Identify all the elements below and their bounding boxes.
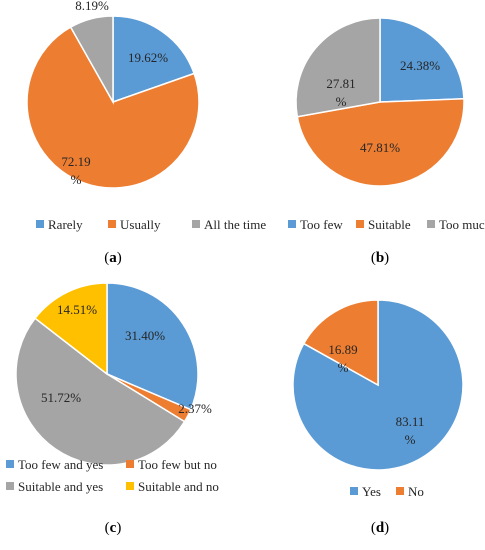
legend-d-label-1: No: [408, 484, 424, 499]
legend-c-swatch-1: [126, 460, 134, 468]
pie-a-data-label-2: 8.19%: [75, 0, 109, 13]
legend-c-label-0: Too few and yes: [18, 457, 103, 472]
legend-b-label-0: Too few: [300, 217, 343, 232]
panel-caption-d: (d): [371, 520, 389, 536]
pie-a-data-label-1: 72.19%: [61, 154, 90, 187]
legend-b-swatch-1: [356, 220, 364, 228]
pie-c-data-label-2: 51.72%: [41, 390, 81, 405]
pie-b-slice-2: [295, 17, 381, 118]
legend-c-label-2: Suitable and yes: [18, 479, 103, 494]
pie-c-data-label-3: 14.51%: [57, 302, 97, 317]
legend-d-label-0: Yes: [362, 484, 381, 499]
pie-b-data-label-0: 24.38%: [400, 58, 440, 73]
legend-a-swatch-1: [108, 220, 116, 228]
pie-b-slice-1: [296, 97, 465, 187]
legend-b-label-2: Too much: [439, 217, 485, 232]
legend-c-label-3: Suitable and no: [138, 479, 219, 494]
legend-a-label-1: Usually: [120, 217, 161, 232]
legend-c-label-1: Too few but no: [138, 457, 217, 472]
legend-a-swatch-0: [36, 220, 44, 228]
panel-caption-a: (a): [104, 250, 122, 266]
pie-a-slice-1: [26, 26, 200, 189]
pie-c-data-label-1: 2.37%: [178, 401, 212, 416]
pie-c-slice-0: [106, 282, 199, 411]
legend-a-swatch-2: [192, 220, 200, 228]
pie-d-data-label-1: 16.89%: [328, 342, 357, 375]
pie-c-data-label-0: 31.40%: [125, 328, 165, 343]
legend-b-swatch-0: [288, 220, 296, 228]
pie-d-slice-1: [302, 299, 379, 387]
pie-b-data-label-1: 47.81%: [360, 140, 400, 155]
legend-d-swatch-0: [350, 487, 358, 495]
legend-c-swatch-2: [6, 482, 14, 490]
panel-caption-c: (c): [105, 520, 122, 536]
pie-a-data-label-0: 19.62%: [128, 50, 168, 65]
panel-caption-b: (b): [371, 250, 389, 266]
pie-c-slice-2: [15, 317, 186, 466]
legend-c-swatch-0: [6, 460, 14, 468]
pie-a-slice-2: [69, 15, 114, 105]
legend-b-swatch-2: [427, 220, 435, 228]
legend-a-label-0: Rarely: [48, 217, 83, 232]
legend-b-label-1: Suitable: [368, 217, 411, 232]
pie-b-slice-0: [379, 17, 465, 103]
pie-c-slice-3: [34, 282, 108, 376]
pie-d-data-label-0: 83.11%: [396, 414, 425, 447]
legend-a-label-2: All the time: [204, 217, 266, 232]
legend-c-swatch-3: [126, 482, 134, 490]
pie-b-data-label-2: 27.81%: [326, 76, 355, 109]
legend-d-swatch-1: [396, 487, 404, 495]
